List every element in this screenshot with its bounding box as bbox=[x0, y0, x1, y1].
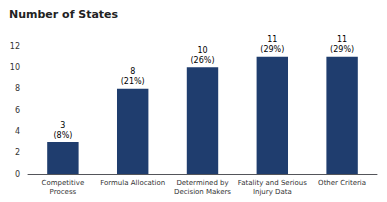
svg-text:Formula Allocation: Formula Allocation bbox=[100, 179, 165, 187]
svg-text:2: 2 bbox=[15, 148, 20, 157]
svg-text:Number of States: Number of States bbox=[9, 8, 119, 21]
svg-text:11: 11 bbox=[267, 35, 277, 44]
svg-text:(29%): (29%) bbox=[330, 45, 354, 54]
svg-text:4: 4 bbox=[15, 127, 20, 136]
svg-text:(26%): (26%) bbox=[190, 56, 214, 65]
svg-text:Other Criteria: Other Criteria bbox=[318, 179, 366, 187]
svg-text:10: 10 bbox=[10, 63, 20, 72]
svg-text:0: 0 bbox=[15, 170, 20, 179]
svg-text:Process: Process bbox=[50, 188, 77, 196]
svg-text:11: 11 bbox=[337, 35, 347, 44]
svg-text:(29%): (29%) bbox=[260, 45, 284, 54]
svg-text:Competitive: Competitive bbox=[42, 179, 85, 187]
svg-text:Injury Data: Injury Data bbox=[253, 188, 292, 196]
svg-text:8: 8 bbox=[15, 84, 20, 93]
svg-text:(8%): (8%) bbox=[53, 131, 72, 140]
svg-text:12: 12 bbox=[10, 42, 20, 51]
svg-text:Determined by: Determined by bbox=[176, 179, 228, 187]
svg-text:8: 8 bbox=[130, 67, 135, 76]
svg-text:3: 3 bbox=[60, 121, 65, 130]
svg-text:Decision Makers: Decision Makers bbox=[174, 188, 231, 196]
svg-text:Fatality and Serious: Fatality and Serious bbox=[238, 179, 307, 187]
svg-text:10: 10 bbox=[197, 46, 207, 55]
svg-text:(21%): (21%) bbox=[121, 77, 145, 86]
svg-text:6: 6 bbox=[15, 106, 20, 115]
